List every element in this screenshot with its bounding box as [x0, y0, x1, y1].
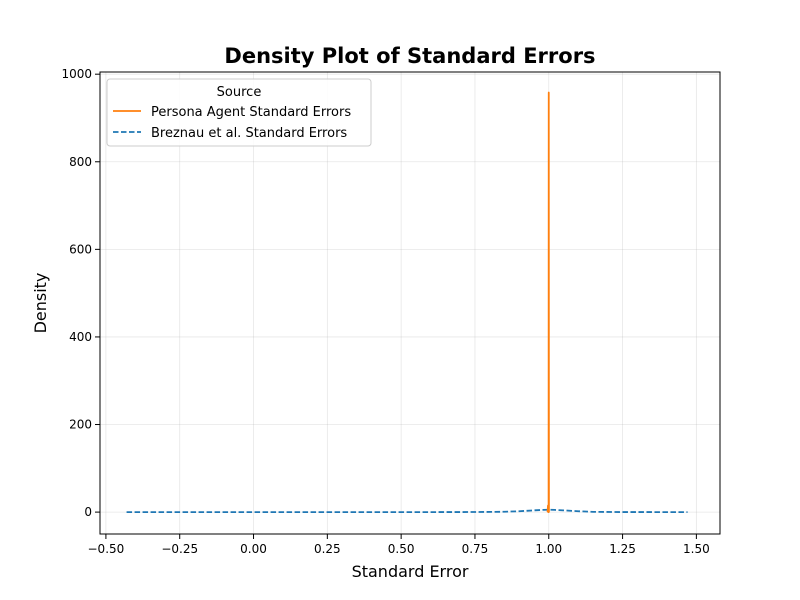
- legend-label-breznau: Breznau et al. Standard Errors: [151, 126, 347, 141]
- axis-ticks: −0.50 −0.25 0.00 0.25 0.50 0.75 1.00 1.25 1.50 0 2…: [61, 67, 709, 556]
- y-tick-label: 800: [69, 155, 92, 169]
- y-tick-label: 1000: [61, 67, 92, 81]
- plot-frame: [99, 71, 721, 535]
- x-tick-label: 0.50: [388, 542, 415, 556]
- y-axis-label: Density: [31, 273, 50, 334]
- x-tick-label: 0.00: [240, 542, 267, 556]
- series-line-persona: [546, 91, 551, 513]
- legend-title: Source: [217, 85, 262, 100]
- x-tick-label: −0.50: [88, 542, 125, 556]
- x-tick-label: 0.25: [314, 542, 341, 556]
- chart-title: Density Plot of Standard Errors: [224, 44, 595, 68]
- y-tick-label: 400: [69, 330, 92, 344]
- y-tick-label: 0: [84, 505, 92, 519]
- legend-box: [106, 78, 372, 147]
- y-tick-label: 600: [69, 242, 92, 256]
- y-tick-label: 200: [69, 418, 92, 432]
- x-tick-label: −0.25: [161, 542, 198, 556]
- plot-series: [126, 91, 688, 513]
- x-tick-label: 1.50: [683, 542, 710, 556]
- x-tick-label: 0.75: [462, 542, 489, 556]
- legend-label-persona: Persona Agent Standard Errors: [151, 105, 351, 120]
- x-axis-label: Standard Error: [352, 562, 469, 581]
- series-line-breznau: [126, 508, 688, 513]
- legend: Source Persona Agent Standard Errors Bre…: [106, 78, 372, 147]
- x-tick-label: 1.00: [535, 542, 562, 556]
- x-tick-label: 1.25: [609, 542, 636, 556]
